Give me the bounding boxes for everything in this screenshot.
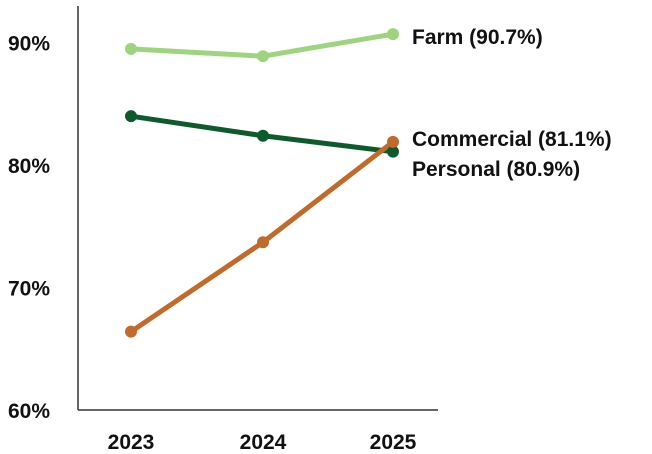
y-tick-label: 90% [8, 33, 50, 56]
y-tick-label: 80% [8, 155, 50, 178]
x-tick-label: 2023 [108, 431, 155, 454]
series-label-personal: Personal (80.9%) [412, 158, 580, 181]
data-point-farm [125, 42, 137, 55]
data-point-farm [387, 28, 399, 41]
x-tick-label: 2024 [240, 431, 287, 454]
data-point-personal [125, 325, 137, 338]
data-point-commercial [125, 110, 137, 123]
y-tick-label: 60% [8, 400, 50, 423]
data-point-personal [387, 135, 399, 148]
x-tick-label: 2025 [370, 431, 417, 454]
data-point-commercial [257, 129, 269, 142]
data-point-personal [257, 236, 269, 249]
data-point-commercial [387, 145, 399, 158]
data-point-farm [257, 50, 269, 63]
series-label-farm: Farm (90.7%) [412, 26, 543, 49]
y-tick-label: 70% [8, 278, 50, 301]
series-label-commercial: Commercial (81.1%) [412, 128, 612, 151]
